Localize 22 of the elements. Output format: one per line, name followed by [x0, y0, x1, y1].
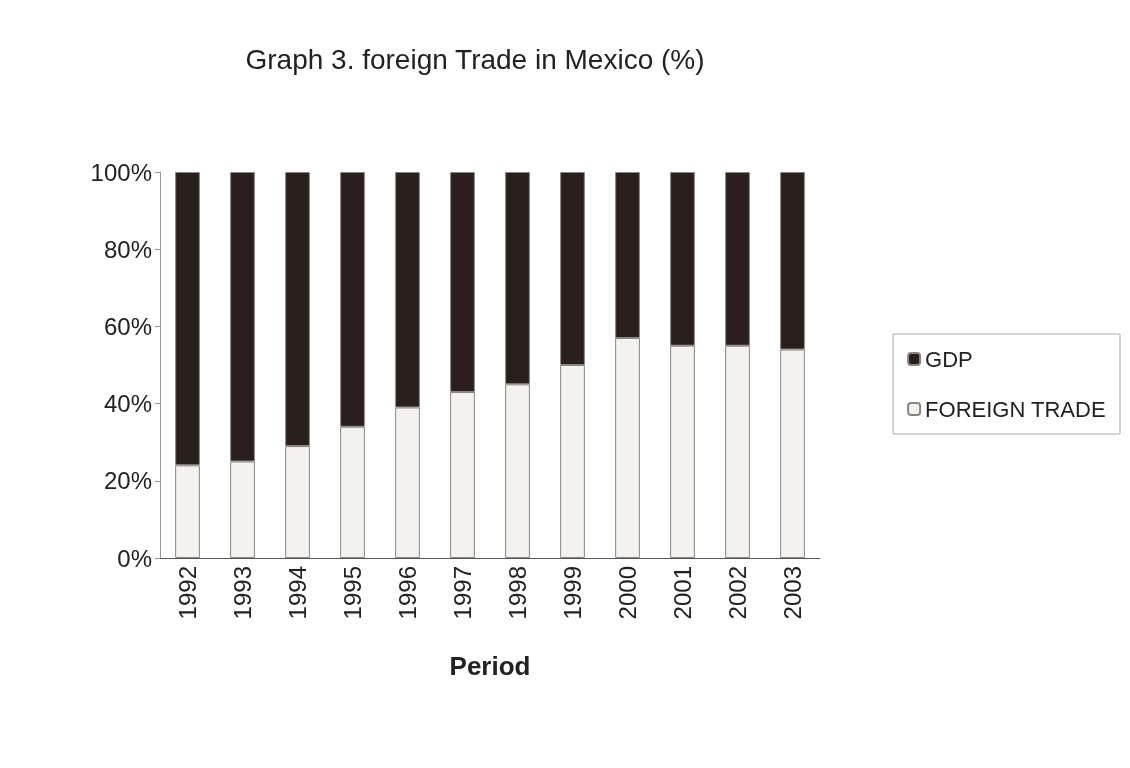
y-tick-label: 80% — [103, 235, 152, 263]
chart-title: Graph 3. foreign Trade in Mexico (%) — [245, 43, 705, 75]
x-tick-label: 1994 — [284, 566, 311, 620]
x-tick-label: 1999 — [559, 566, 586, 620]
x-tick-label: 2000 — [614, 566, 641, 620]
x-tick-label: 2001 — [669, 566, 696, 620]
legend-label: GDP — [925, 346, 973, 372]
x-tick-label: 2003 — [779, 566, 806, 620]
x-tick-label: 1992 — [174, 566, 201, 620]
x-tick-label: 2002 — [724, 566, 751, 620]
y-tick-label: 0% — [117, 544, 152, 572]
x-tick-label: 1993 — [229, 566, 256, 620]
x-tick-label: 1996 — [394, 566, 421, 620]
legend-label: FOREIGN TRADE — [925, 396, 1106, 422]
y-tick-label: 100% — [90, 158, 152, 186]
x-tick-label: 1997 — [449, 566, 476, 620]
y-tick-label: 40% — [103, 390, 152, 418]
x-axis-title: Period — [449, 651, 531, 681]
y-tick-label: 20% — [103, 467, 152, 495]
y-tick-label: 60% — [103, 312, 152, 340]
x-tick-label: 1998 — [504, 566, 531, 620]
x-tick-label: 1995 — [339, 566, 366, 620]
